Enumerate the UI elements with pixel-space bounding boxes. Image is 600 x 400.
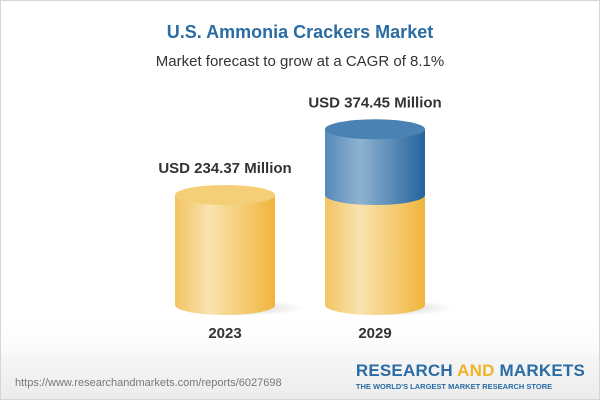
footer: https://www.researchandmarkets.com/repor… [1, 353, 599, 399]
logo-tagline: THE WORLD'S LARGEST MARKET RESEARCH STOR… [355, 382, 553, 391]
research-and-markets-logo: RESEARCH AND MARKETS THE WORLD'S LARGEST… [356, 361, 585, 391]
chart-title: U.S. Ammonia Crackers Market [166, 22, 434, 42]
data-label: USD 234.37 Million [158, 160, 291, 177]
data-label: USD 374.45 Million [308, 94, 441, 111]
cylinder-top-2029 [325, 119, 425, 140]
category-label: 2029 [358, 325, 391, 342]
logo-text: RESEARCH [355, 361, 458, 380]
cylinder-base-segment-2029 [325, 195, 425, 315]
source-url[interactable]: https://www.researchandmarkets.com/repor… [15, 377, 282, 389]
cylinder-body-2023 [175, 195, 275, 315]
logo-text-markets: MARKETS [494, 361, 585, 380]
category-label: 2023 [208, 325, 241, 342]
logo-text-and: AND [457, 361, 495, 380]
cylinder-top-2023 [175, 185, 275, 205]
chart-subtitle: Market forecast to grow at a CAGR of 8.1… [155, 53, 445, 70]
cylinder-growth-segment-2029 [325, 129, 425, 205]
